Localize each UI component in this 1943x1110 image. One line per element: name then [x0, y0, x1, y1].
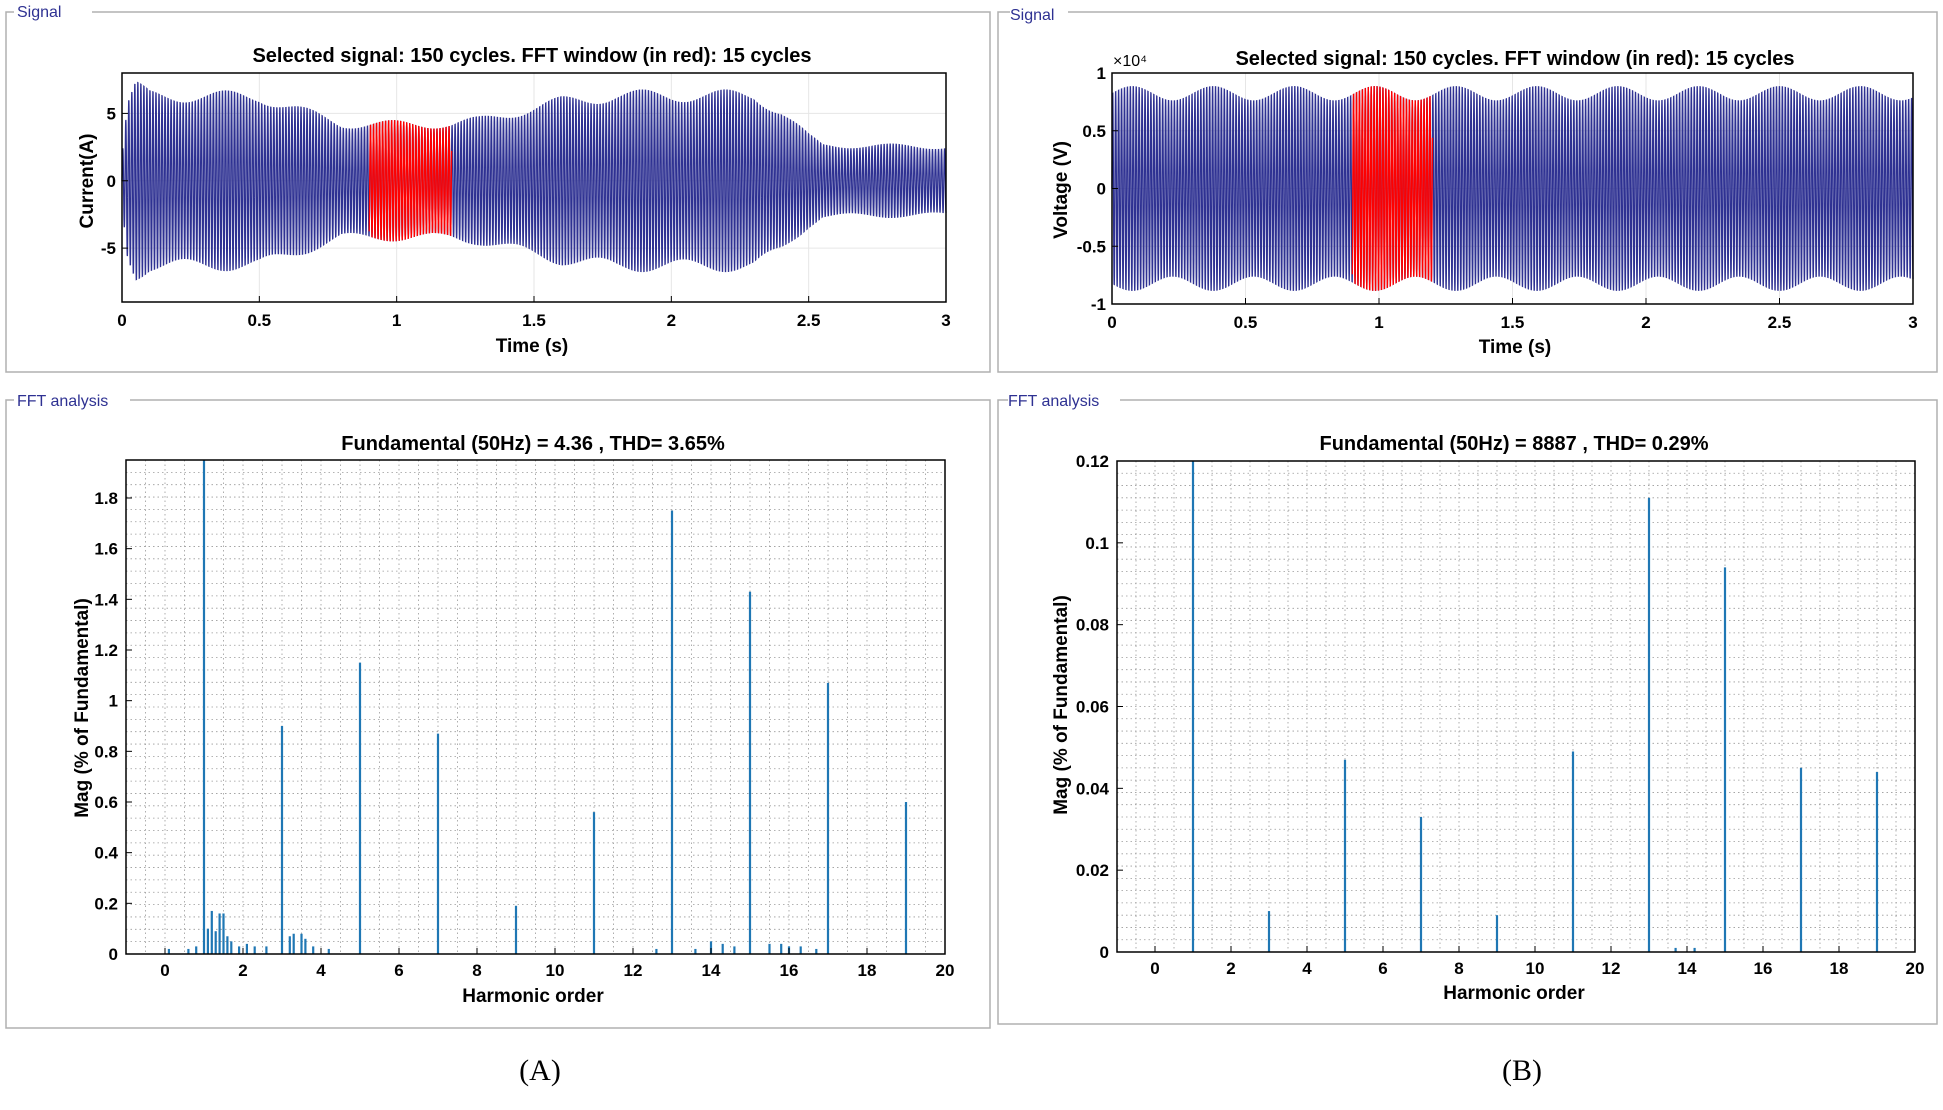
signal-a-signal-trace — [121, 81, 947, 281]
signal-plot-a: 0 0.5 1 1.5 2 2.5 3 -5 0 5 — [101, 72, 951, 330]
fft-a-ytick-label: 1.8 — [94, 489, 118, 508]
fft-a-ytick-label: 1.6 — [94, 540, 118, 559]
panel-a: Signal Selected signal: 150 cycles. FFT … — [5, 4, 991, 1087]
signal-a-xtick-label: 3 — [941, 311, 950, 330]
signal-b-xtick-label: 3 — [1908, 313, 1917, 332]
fft-b-ytick-label: 0 — [1100, 943, 1109, 962]
signal-b-xtick-label: 2 — [1641, 313, 1650, 332]
fft-b-ytick-label: 0.04 — [1076, 779, 1110, 798]
fft-group-title-a: FFT analysis — [17, 393, 108, 410]
fft-a-xtick-label: 6 — [394, 961, 403, 980]
fft-b-xtick-label: 14 — [1678, 959, 1697, 978]
fft-b-ytick-label: 0.06 — [1076, 698, 1109, 717]
fft-b-ytick-label: 0.02 — [1076, 861, 1109, 880]
signal-a-xtick-label: 2.5 — [797, 311, 821, 330]
fft-a-xtick-label: 16 — [780, 961, 799, 980]
fft-a-ytick-label: 0.4 — [94, 844, 118, 863]
fft-b-xtick-label: 16 — [1754, 959, 1773, 978]
fft-plot-b: 0 2 4 6 8 10 12 14 16 18 20 0 0.02 0.04 0.06 0.08 0.1 0.1… — [1076, 452, 1925, 978]
panel-label-b: (B) — [1502, 1054, 1542, 1087]
fft-b-ytick-label: 0.1 — [1085, 534, 1109, 553]
fft-b-xtick-label: 8 — [1454, 959, 1463, 978]
fft-a-xtick-label: 8 — [472, 961, 481, 980]
fft-b-xtick-label: 0 — [1150, 959, 1159, 978]
signal-b-ytick-label: -1 — [1091, 295, 1106, 314]
fft-a-ytick-label: 0.2 — [94, 894, 118, 913]
fft-a-xtick-label: 20 — [936, 961, 955, 980]
signal-b-xtick-label: 1.5 — [1501, 313, 1525, 332]
signal-b-ytick-label: 0.5 — [1082, 122, 1106, 141]
fft-a-xtick-label: 14 — [702, 961, 721, 980]
signal-exponent-b: ×10⁴ — [1113, 53, 1147, 70]
signal-plot-b: 0 0.5 1 1.5 2 2.5 3 -1 -0.5 0 0.5 1 — [1077, 64, 1918, 332]
fft-title-a: Fundamental (50Hz) = 4.36 , THD= 3.65% — [341, 433, 725, 455]
signal-b-fft-window-trace — [1351, 86, 1434, 291]
signal-groupbox-a — [5, 11, 991, 373]
signal-group-title-a: Signal — [17, 4, 61, 21]
signal-a-xtick-label: 1 — [392, 311, 401, 330]
fft-b-xtick-label: 2 — [1226, 959, 1235, 978]
fft-a-axes-frame — [125, 459, 946, 955]
fft-b-xtick-label: 6 — [1378, 959, 1387, 978]
fft-b-axes-bg — [1117, 461, 1915, 952]
fft-xlabel-a: Harmonic order — [462, 986, 604, 1007]
panel-label-a: (A) — [519, 1054, 561, 1087]
fft-a-xtick-label: 12 — [624, 961, 643, 980]
signal-b-xtick-label: 0.5 — [1234, 313, 1258, 332]
signal-b-xtick-label: 2.5 — [1768, 313, 1792, 332]
fft-a-ytick-label: 1.4 — [94, 590, 118, 609]
fft-a-xtick-label: 4 — [316, 961, 326, 980]
signal-a-fft-window-trace — [368, 120, 453, 242]
signal-b-ytick-label: 1 — [1097, 64, 1106, 83]
fft-a-xtick-label: 18 — [858, 961, 877, 980]
fft-b-xtick-label: 4 — [1302, 959, 1312, 978]
panel-b: Signal Selected signal: 150 cycles. FFT … — [997, 7, 1938, 1087]
signal-a-xtick-label: 0.5 — [248, 311, 272, 330]
fft-groupbox-b — [997, 399, 1938, 1025]
fft-a-ytick-label: 1.2 — [94, 641, 118, 660]
fft-b-xtick-label: 10 — [1526, 959, 1545, 978]
signal-a-xtick-label: 2 — [667, 311, 676, 330]
fft-title-b: Fundamental (50Hz) = 8887 , THD= 0.29% — [1319, 433, 1708, 455]
signal-group-title-b: Signal — [1010, 7, 1054, 24]
fft-ylabel-b: Mag (% of Fundamental) — [1051, 595, 1072, 815]
signal-title-a: Selected signal: 150 cycles. FFT window … — [252, 45, 811, 67]
signal-ylabel-b: Voltage (V) — [1051, 141, 1072, 239]
fft-group-title-b: FFT analysis — [1008, 393, 1099, 410]
fft-b-xtick-label: 18 — [1830, 959, 1849, 978]
signal-b-signal-trace — [1111, 86, 1914, 291]
signal-xlabel-b: Time (s) — [1479, 337, 1552, 358]
signal-a-xtick-label: 0 — [117, 311, 126, 330]
signal-b-ytick-label: -0.5 — [1077, 237, 1106, 256]
signal-a-xtick-label: 1.5 — [522, 311, 546, 330]
fft-xlabel-b: Harmonic order — [1443, 983, 1585, 1004]
signal-b-xtick-label: 1 — [1374, 313, 1383, 332]
signal-a-ytick-label: 5 — [107, 104, 116, 123]
fft-b-xtick-label: 20 — [1906, 959, 1925, 978]
fft-groupbox-a — [5, 399, 991, 1029]
fft-a-ytick-label: 0.8 — [94, 742, 118, 761]
signal-title-b: Selected signal: 150 cycles. FFT window … — [1235, 48, 1794, 70]
fft-a-xtick-label: 10 — [546, 961, 565, 980]
fft-a-xtick-label: 2 — [238, 961, 247, 980]
fft-plot-a: 0 2 4 6 8 10 12 14 16 18 20 0 0.2 0.4 0.6 0.8 1 1.2 1.4 1.6… — [94, 459, 955, 980]
fft-b-ytick-label: 0.12 — [1076, 452, 1109, 471]
fft-b-xtick-label: 12 — [1602, 959, 1621, 978]
signal-a-ytick-label: 0 — [107, 172, 116, 191]
fft-a-ytick-label: 0.6 — [94, 793, 118, 812]
fft-a-ytick-label: 0 — [109, 945, 118, 964]
signal-b-ytick-label: 0 — [1097, 180, 1106, 199]
signal-b-xtick-label: 0 — [1107, 313, 1116, 332]
signal-groupbox-b — [997, 11, 1938, 373]
fft-a-xtick-label: 0 — [160, 961, 169, 980]
fft-a-ytick-label: 1 — [109, 692, 118, 711]
signal-xlabel-a: Time (s) — [496, 336, 569, 357]
signal-ylabel-a: Current(A) — [77, 134, 98, 229]
signal-a-ytick-label: -5 — [101, 239, 116, 258]
fft-b-ytick-label: 0.08 — [1076, 616, 1109, 635]
fft-ylabel-a: Mag (% of Fundamental) — [72, 598, 93, 818]
